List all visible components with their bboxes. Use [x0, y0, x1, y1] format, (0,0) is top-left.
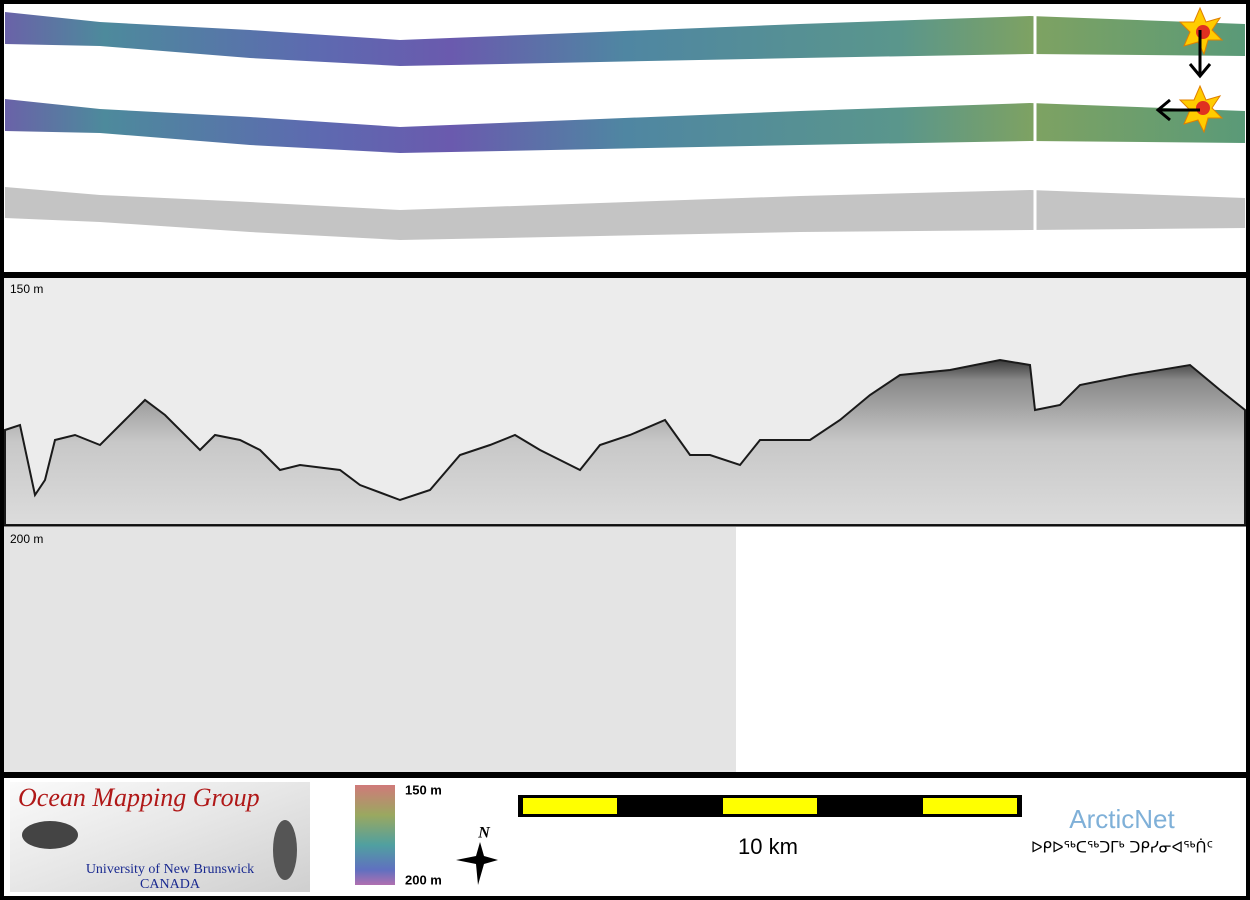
depth-label: 150 m: [10, 282, 43, 296]
sub-bottom: [4, 527, 736, 772]
north-label: N: [477, 825, 491, 842]
seafloor-profile: [4, 358, 1246, 526]
logo-title: Ocean Mapping Group: [18, 783, 260, 812]
colorbar-label: 200 m: [405, 872, 442, 887]
logo-university: University of New Brunswick: [86, 862, 254, 877]
partner-name: ArcticNet: [1069, 804, 1175, 834]
scale-label: 10 km: [738, 834, 798, 859]
marker: [1155, 84, 1224, 134]
scale-segment: [523, 798, 617, 814]
colorbar: [355, 785, 395, 885]
marker: [1178, 6, 1224, 79]
logo-graphic: [22, 821, 78, 849]
scale-segment: [923, 798, 1017, 814]
colorbar-label: 150 m: [405, 782, 442, 797]
depth-label: 200 m: [10, 532, 43, 546]
backscatter-swath: [5, 187, 1245, 240]
logo-country: CANADA: [140, 877, 201, 892]
logo-graphic: [273, 820, 297, 880]
north-arrow: [456, 842, 498, 885]
partner-syllabics: ᐅᑭᐅᖅᑕᖅᑐᒥᒃ ᑐᑭᓯᓂᐊᖅᑏᑦ: [1031, 839, 1213, 857]
scale-segment: [723, 798, 817, 814]
bathymetry-swath: [5, 99, 1245, 153]
bathymetry-swath: [5, 12, 1245, 66]
